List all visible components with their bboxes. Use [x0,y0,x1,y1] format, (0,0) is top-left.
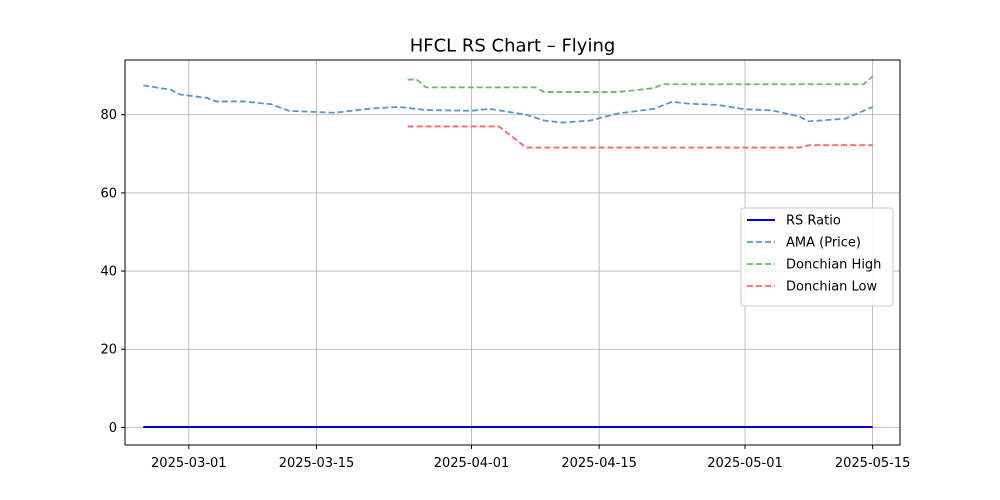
axes-ticks: 2025-03-01 2025-03-15 2025-04-01 2025-04-15… [100,108,910,471]
chart-title: HFCL RS Chart – Flying [410,36,616,57]
x-tick-label: 2025-05-15 [835,456,911,471]
y-tick-label: 60 [100,186,117,201]
y-tick-label: 0 [109,421,117,436]
x-tick-label: 2025-04-15 [561,456,637,471]
x-tick-label: 2025-05-01 [707,456,783,471]
y-tick-label: 80 [100,108,117,123]
plot-frame [124,59,901,446]
x-tick-label: 2025-03-01 [151,456,227,471]
legend-label-rs-ratio: RS Ratio [786,214,841,229]
legend-box [740,207,894,307]
legend-label-donchian-low: Donchian Low [786,280,878,295]
legend: RS Ratio AMA (Price) Donchian High Donchian… [740,207,894,307]
series-line-ama-price [143,84,874,124]
series-line-donchian-low [407,125,873,149]
legend-label-donchian-high: Donchian High [786,258,881,273]
legend-label-ama-price: AMA (Price) [786,236,861,251]
y-tick-label: 20 [100,343,117,358]
series-layer [143,75,874,429]
x-tick-label: 2025-04-01 [434,456,510,471]
x-tick-label: 2025-03-15 [279,456,355,471]
series-line-donchian-high [407,75,874,93]
y-tick-label: 40 [100,265,117,280]
